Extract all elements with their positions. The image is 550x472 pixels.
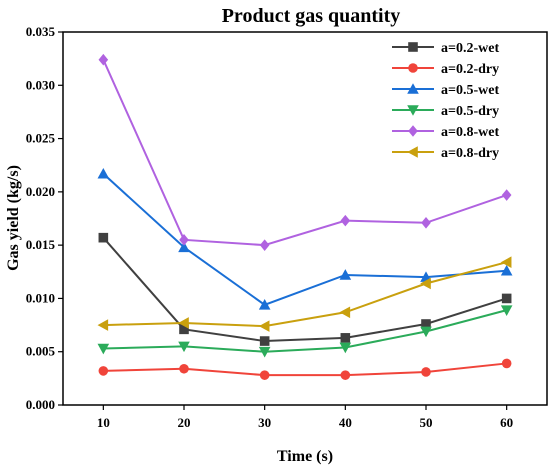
- x-axis-label: Time (s): [277, 448, 333, 465]
- data-point-a-0-8-dry: [258, 320, 270, 332]
- data-point-a-0-5-wet: [500, 264, 513, 276]
- chart-title: Product gas quantity: [222, 5, 401, 27]
- data-point-a-0-8-dry: [500, 256, 512, 268]
- data-point-a-0-8-wet: [501, 189, 512, 201]
- data-point-a-0-2-wet: [501, 293, 512, 304]
- data-point-a-0-5-wet: [97, 167, 110, 179]
- data-point-a-0-5-dry: [339, 342, 352, 354]
- legend-label-a-0-8-dry: a=0.8-dry: [441, 146, 499, 161]
- x-tick-label: 40: [339, 415, 352, 430]
- legend: a=0.2-wet a=0.2-dry a=0.5-wet a=0.5-dry a=0.…: [392, 41, 499, 161]
- series-line-a-0-8-dry: [103, 261, 507, 328]
- data-point-a-0-5-wet: [258, 299, 271, 310]
- series-line-a-0-5-wet: [102, 173, 507, 306]
- data-point-a-0-2-dry: [340, 370, 351, 380]
- series-line-a-0-2-dry: [103, 362, 507, 377]
- x-tick-label: 50: [420, 415, 433, 430]
- y-axis-label: Gas yield (kg/s): [5, 165, 22, 271]
- legend-marker-a-0-2-wet: [408, 42, 418, 52]
- legend-marker-a-0-5-wet: [407, 83, 419, 94]
- y-tick-label: 0.005: [26, 344, 56, 359]
- x-axis: 10 20 30 40 50 60: [97, 405, 513, 430]
- series-line-a-0-5-dry: [103, 309, 507, 353]
- y-tick-label: 0.020: [26, 184, 55, 199]
- y-tick-label: 0.025: [26, 131, 56, 146]
- legend-label-a-0-5-wet: a=0.5-wet: [441, 83, 499, 98]
- legend-label-a-0-2-dry: a=0.2-dry: [441, 62, 499, 77]
- x-tick-label: 60: [500, 415, 513, 430]
- data-point-a-0-5-dry: [500, 305, 513, 316]
- y-tick-label: 0.035: [26, 24, 56, 39]
- data-point-a-0-5-dry: [420, 326, 432, 338]
- series-line-a-0-8-wet: [102, 59, 507, 247]
- data-point-a-0-8-dry: [420, 277, 431, 290]
- data-point-a-0-2-dry: [98, 366, 109, 376]
- series-layer: [97, 53, 513, 380]
- data-point-a-0-2-dry: [179, 363, 189, 374]
- legend-label-a-0-8-wet: a=0.8-wet: [441, 125, 499, 140]
- x-tick-label: 30: [258, 415, 271, 430]
- legend-label-a-0-2-wet: a=0.2-wet: [441, 41, 499, 56]
- x-tick-label: 20: [178, 415, 191, 430]
- data-point-a-0-8-wet: [421, 216, 431, 229]
- data-point-a-0-2-wet: [98, 232, 109, 243]
- legend-marker-a-0-2-dry: [408, 63, 418, 73]
- data-point-a-0-5-dry: [97, 343, 110, 355]
- data-point-a-0-8-dry: [339, 306, 351, 319]
- data-point-a-0-2-dry: [421, 367, 431, 377]
- data-point-a-0-8-dry: [97, 319, 109, 331]
- y-axis: 0.000 0.005 0.010 0.015 0.020 0.025 0.030 0.035: [26, 24, 63, 412]
- y-tick-label: 0.015: [26, 237, 56, 252]
- plot-frame: [62, 31, 548, 406]
- data-point-a-0-2-wet: [259, 336, 270, 346]
- y-tick-label: 0.000: [26, 397, 55, 412]
- y-tick-label: 0.030: [26, 77, 55, 92]
- series-line-a-0-2-wet: [102, 237, 507, 343]
- data-point-a-0-2-dry: [501, 358, 512, 369]
- data-point-a-0-8-dry: [178, 317, 189, 329]
- x-tick-label: 10: [97, 415, 110, 430]
- legend-label-a-0-5-dry: a=0.5-dry: [441, 104, 499, 119]
- data-point-a-0-8-wet: [179, 234, 189, 246]
- legend-marker-a-0-5-dry: [407, 105, 419, 116]
- data-point-a-0-8-wet: [259, 239, 270, 251]
- data-point-a-0-5-dry: [178, 341, 190, 353]
- y-tick-label: 0.010: [26, 290, 55, 305]
- data-point-a-0-8-wet: [340, 214, 351, 227]
- data-point-a-0-2-wet: [421, 319, 431, 329]
- data-point-a-0-8-wet: [98, 53, 109, 66]
- data-point-a-0-5-wet: [178, 241, 190, 253]
- data-point-a-0-5-dry: [258, 346, 271, 358]
- data-point-a-0-5-wet: [339, 269, 352, 280]
- data-point-a-0-2-wet: [179, 324, 189, 335]
- legend-marker-a-0-8-dry: [407, 146, 418, 158]
- legend-marker-a-0-8-wet: [408, 125, 418, 137]
- data-point-a-0-2-dry: [259, 370, 270, 380]
- data-point-a-0-2-wet: [340, 333, 351, 343]
